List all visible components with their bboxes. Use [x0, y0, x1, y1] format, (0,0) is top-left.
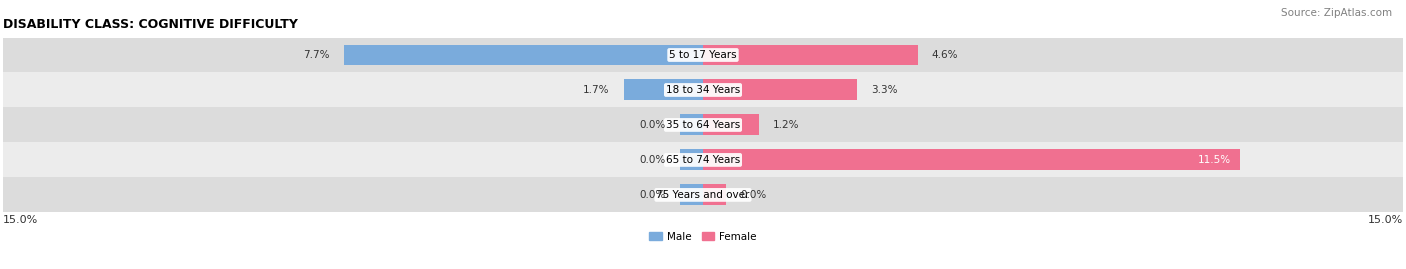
Text: 35 to 64 Years: 35 to 64 Years [666, 120, 740, 130]
Text: 5 to 17 Years: 5 to 17 Years [669, 50, 737, 60]
Text: 7.7%: 7.7% [304, 50, 329, 60]
Text: 65 to 74 Years: 65 to 74 Years [666, 155, 740, 165]
Bar [3, 108, 1403, 143]
Bar [3, 72, 1403, 108]
Bar [703, 150, 1240, 171]
Bar [703, 44, 918, 65]
Bar [703, 79, 858, 101]
Bar [3, 143, 1403, 178]
Bar [679, 115, 703, 136]
Text: 15.0%: 15.0% [1368, 215, 1403, 225]
Bar [624, 79, 703, 101]
Bar [703, 185, 727, 206]
Text: 0.0%: 0.0% [640, 155, 665, 165]
Text: 1.7%: 1.7% [583, 85, 610, 95]
Text: 11.5%: 11.5% [1198, 155, 1230, 165]
Bar [679, 185, 703, 206]
Legend: Male, Female: Male, Female [645, 227, 761, 246]
Text: 1.2%: 1.2% [773, 120, 800, 130]
Text: 75 Years and over: 75 Years and over [657, 190, 749, 200]
Bar [703, 115, 759, 136]
Bar [679, 150, 703, 171]
Text: 18 to 34 Years: 18 to 34 Years [666, 85, 740, 95]
Bar [3, 178, 1403, 213]
Text: 0.0%: 0.0% [640, 120, 665, 130]
Text: 4.6%: 4.6% [932, 50, 959, 60]
Text: 15.0%: 15.0% [3, 215, 38, 225]
Bar [3, 37, 1403, 72]
Text: Source: ZipAtlas.com: Source: ZipAtlas.com [1281, 8, 1392, 18]
Bar [343, 44, 703, 65]
Text: 0.0%: 0.0% [640, 190, 665, 200]
Text: 0.0%: 0.0% [741, 190, 766, 200]
Text: DISABILITY CLASS: COGNITIVE DIFFICULTY: DISABILITY CLASS: COGNITIVE DIFFICULTY [3, 17, 298, 30]
Text: 3.3%: 3.3% [872, 85, 897, 95]
